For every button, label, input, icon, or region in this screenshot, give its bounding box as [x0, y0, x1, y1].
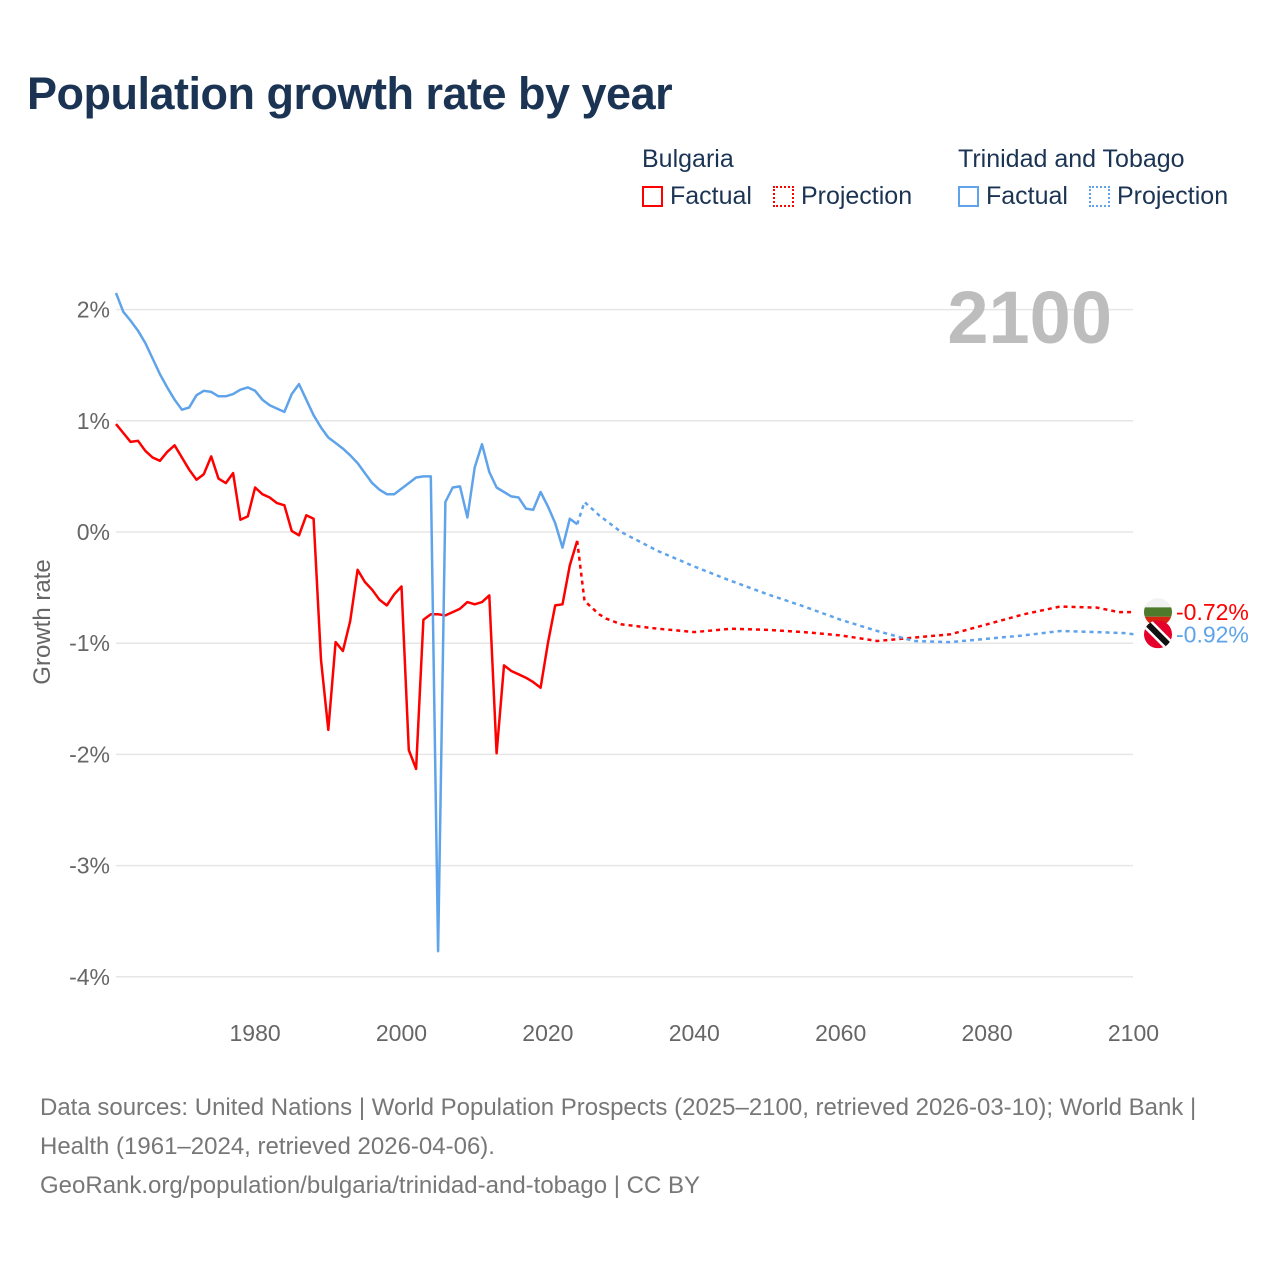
y-tick-label: -3% — [69, 853, 110, 879]
legend-swatch — [642, 186, 663, 207]
legend-swatch — [772, 186, 794, 207]
y-tick-label: 2% — [77, 297, 110, 323]
bulgaria-factual-line — [115, 423, 579, 771]
data-sources: Data sources: United Nations | World Pop… — [40, 1094, 1197, 1160]
chart-title: Population growth rate by year — [27, 68, 673, 119]
x-tick-label: 2040 — [669, 1020, 720, 1046]
y-tick-label: 0% — [77, 519, 110, 545]
legend-country-name: Bulgaria — [642, 145, 734, 173]
bulgaria-projection-line — [575, 540, 1134, 643]
trinidad-factual-line — [114, 292, 578, 953]
y-tick-label: -1% — [69, 630, 110, 656]
legend-label: Factual — [986, 182, 1068, 210]
legend-country-name: Trinidad and Tobago — [958, 145, 1185, 173]
trinidad-flag-icon — [1144, 620, 1172, 649]
trinidad-end-value-label: -0.92% — [1176, 621, 1249, 647]
x-tick-label: 2080 — [961, 1020, 1012, 1046]
y-tick-label: -2% — [69, 741, 110, 767]
legend-bulgaria-projection[interactable]: Projection — [772, 182, 913, 211]
legend-swatch — [958, 186, 979, 207]
x-tick-label: 2000 — [376, 1020, 427, 1046]
y-tick-label: -4% — [69, 964, 110, 990]
legend-trinidad-projection[interactable]: Projection — [1088, 182, 1229, 211]
x-tick-label: 1980 — [229, 1020, 280, 1046]
x-tick-label: 2060 — [815, 1020, 866, 1046]
y-axis-label: Growth rate — [29, 559, 56, 684]
legend-label: Projection — [1116, 182, 1229, 210]
legend-trinidad-factual[interactable]: Factual — [958, 182, 1068, 211]
legend-label: Factual — [670, 182, 752, 210]
x-tick-label: 2020 — [522, 1020, 573, 1046]
footer: Data sources: United Nations | World Pop… — [40, 1088, 1240, 1205]
y-tick-label: 1% — [77, 408, 110, 434]
credit-link[interactable]: GeoRank.org/population/bulgaria/trinidad… — [40, 1172, 700, 1199]
year-watermark: 2100 — [947, 276, 1112, 359]
legend-bulgaria: Bulgaria Factual Projection — [642, 145, 926, 214]
x-tick-label: 2100 — [1108, 1020, 1159, 1046]
legend-swatch — [1088, 186, 1110, 207]
legend-bulgaria-factual[interactable]: Factual — [642, 182, 752, 211]
bulgaria-end-value-label: -0.72% — [1176, 599, 1249, 625]
legend-label: Projection — [800, 182, 913, 210]
trinidad-projection-line — [576, 499, 1134, 644]
legend-trinidad: Trinidad and Tobago Factual Projection — [958, 145, 1228, 214]
